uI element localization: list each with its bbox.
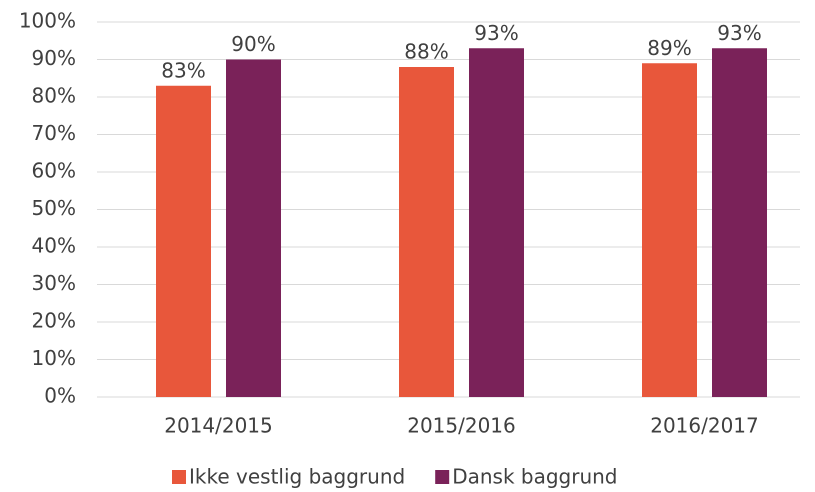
y-tick-label: 0% [44,384,76,408]
data-label: 89% [647,36,691,60]
x-tick-label: 2015/2016 [407,414,516,438]
data-label: 90% [231,32,275,56]
legend-label: Dansk baggrund [452,465,617,489]
data-label: 93% [717,21,761,45]
bar [712,48,767,397]
data-label: 88% [404,40,448,64]
y-tick-label: 70% [32,121,76,145]
y-tick-label: 20% [32,309,76,333]
legend-swatch [435,470,450,484]
bar [226,59,281,397]
bar [399,67,454,397]
y-tick-label: 60% [32,159,76,183]
bar [642,63,697,397]
data-label: 83% [161,58,205,82]
y-tick-label: 80% [32,84,76,108]
y-tick-label: 50% [32,196,76,220]
y-tick-label: 10% [32,346,76,370]
bar [156,85,211,397]
legend-swatch [172,470,186,484]
bar [469,48,524,397]
y-tick-label: 100% [19,9,76,33]
x-tick-label: 2014/2015 [164,414,273,438]
legend-label: Ikke vestlig baggrund [189,465,405,489]
y-tick-label: 90% [32,46,76,70]
x-tick-label: 2016/2017 [650,414,759,438]
y-tick-label: 40% [32,234,76,258]
data-label: 93% [474,21,518,45]
y-tick-label: 30% [32,271,76,295]
